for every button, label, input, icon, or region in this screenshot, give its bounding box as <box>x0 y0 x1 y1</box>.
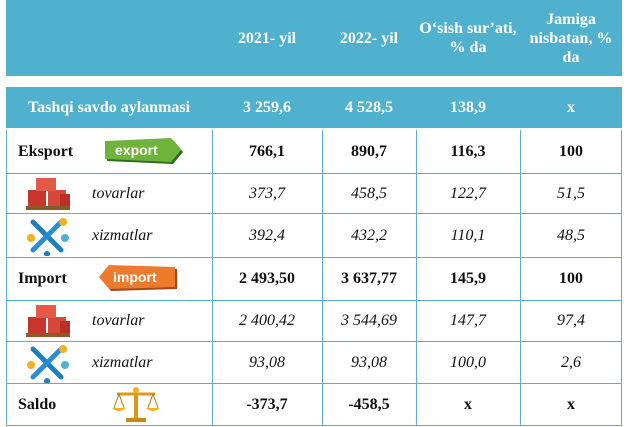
export-goods-2021: 373,7 <box>249 184 285 202</box>
saldo-row: Saldo -373,7 -458,5 x x <box>6 384 622 426</box>
import-row: Import import 2 493,50 3 637,77 145,9 10… <box>6 258 622 301</box>
table-header: 2021- yil 2022- yil O‘sish sur’ati, % da… <box>6 0 622 76</box>
turnover-share: x <box>567 98 575 116</box>
export-services-share: 48,5 <box>557 226 585 244</box>
svg-text:export: export <box>115 142 158 158</box>
export-services-2022: 432,2 <box>351 226 387 244</box>
turnover-2022: 4 528,5 <box>345 98 393 116</box>
export-services-2021: 392,4 <box>249 226 285 244</box>
import-goods-share: 97,4 <box>557 312 585 329</box>
import-2022: 3 637,77 <box>341 270 397 287</box>
export-goods-2022: 458,5 <box>351 184 387 202</box>
import-share: 100 <box>559 270 583 287</box>
import-services-2021: 93,08 <box>249 353 285 371</box>
import-goods-label: tovarlar <box>92 312 145 329</box>
svg-text:import: import <box>113 269 157 285</box>
export-goods-label: tovarlar <box>92 184 145 202</box>
import-2021: 2 493,50 <box>239 270 295 287</box>
header-growth: O‘sish sur’ati, % da <box>419 20 517 56</box>
turnover-2021: 3 259,6 <box>243 98 291 116</box>
export-label: Eksport <box>18 142 74 160</box>
export-growth: 116,3 <box>450 142 486 160</box>
boxes-icon <box>20 301 76 341</box>
header-share: Jamiga nisbatan, % da <box>529 10 613 66</box>
import-label: Import <box>18 270 67 287</box>
header-year-2021: 2021- yil <box>237 29 297 47</box>
export-row: Eksport export 766,1 890,7 116,3 100 <box>6 130 622 174</box>
export-badge-icon: export <box>102 130 186 173</box>
export-2021: 766,1 <box>249 142 285 160</box>
import-growth: 145,9 <box>450 270 486 287</box>
saldo-growth: x <box>464 395 472 413</box>
turnover-label: Tashqi savdo aylanmasi <box>27 98 191 116</box>
saldo-2022: -458,5 <box>348 395 390 413</box>
export-services-label: xizmatlar <box>92 226 153 244</box>
column-divider <box>322 130 323 425</box>
saldo-2021: -373,7 <box>246 395 288 413</box>
export-services-row: xizmatlar 392,4 432,2 110,1 48,5 <box>6 214 622 258</box>
export-goods-row: tovarlar 373,7 458,5 122,7 51,5 <box>6 174 622 214</box>
turnover-row: Tashqi savdo aylanmasi 3 259,6 4 528,5 1… <box>6 87 622 128</box>
export-2022: 890,7 <box>351 142 387 160</box>
import-services-growth: 100,0 <box>450 353 486 371</box>
boxes-icon <box>20 174 76 213</box>
import-goods-2021: 2 400,42 <box>239 312 295 329</box>
column-divider <box>416 130 417 425</box>
scales-icon <box>106 384 166 425</box>
import-badge-icon: import <box>96 258 182 300</box>
column-divider <box>520 130 521 425</box>
import-goods-growth: 147,7 <box>450 312 486 329</box>
import-goods-row: tovarlar 2 400,42 3 544,69 147,7 97,4 <box>6 301 622 342</box>
table-border-left <box>6 130 7 425</box>
turnover-growth: 138,9 <box>450 98 486 116</box>
export-services-growth: 110,1 <box>450 226 486 244</box>
saldo-share: x <box>567 395 575 413</box>
column-divider <box>212 130 213 425</box>
import-services-share: 2,6 <box>561 353 581 371</box>
table-border-right <box>621 130 622 425</box>
export-goods-growth: 122,7 <box>450 184 486 202</box>
tools-icon <box>20 214 76 257</box>
import-services-label: xizmatlar <box>92 353 153 371</box>
import-goods-2022: 3 544,69 <box>341 312 397 329</box>
saldo-label: Saldo <box>18 395 57 413</box>
header-year-2022: 2022- yil <box>339 29 399 47</box>
export-goods-share: 51,5 <box>557 184 585 202</box>
export-share: 100 <box>559 142 583 160</box>
import-services-row: xizmatlar 93,08 93,08 100,0 2,6 <box>6 342 622 384</box>
tools-icon <box>20 342 76 383</box>
import-services-2022: 93,08 <box>351 353 387 371</box>
